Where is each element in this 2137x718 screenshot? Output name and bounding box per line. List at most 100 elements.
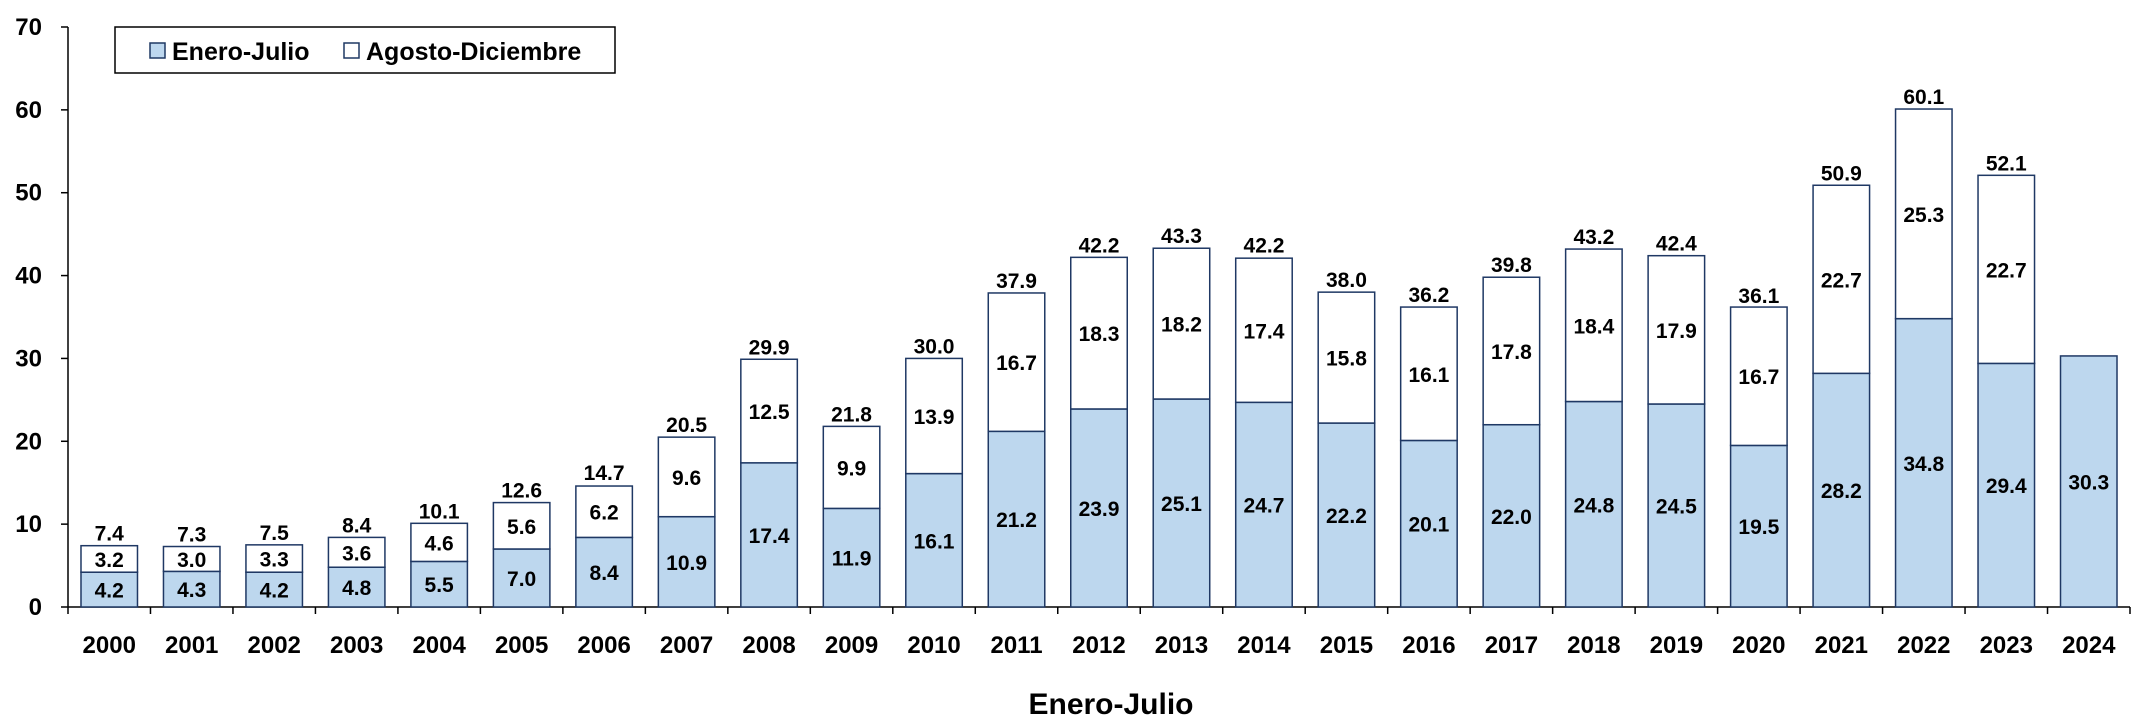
- total-label: 42.2: [1244, 234, 1285, 257]
- x-tick-label: 2018: [1567, 632, 1620, 659]
- y-tick-label: 50: [15, 180, 42, 207]
- total-label: 42.2: [1079, 234, 1120, 257]
- y-tick-label: 20: [15, 428, 42, 455]
- total-label: 36.1: [1738, 285, 1779, 308]
- x-tick-label: 2023: [1980, 632, 2033, 659]
- bar-agosto-diciembre: [162, 545, 221, 573]
- bar-enero-julio: [492, 548, 551, 608]
- bar-agosto-diciembre: [1234, 257, 1293, 404]
- bar-enero-julio: [2059, 355, 2118, 608]
- data-label-agosto-diciembre: 3.3: [260, 549, 289, 572]
- x-tick-label: 2003: [330, 632, 383, 659]
- data-label-enero-julio: 29.4: [1986, 475, 2027, 498]
- total-label: 36.2: [1408, 284, 1449, 307]
- bar-agosto-diciembre: [1729, 306, 1788, 447]
- data-label-agosto-diciembre: 16.1: [1408, 364, 1449, 387]
- total-label: 50.9: [1821, 162, 1862, 185]
- data-label-agosto-diciembre: 6.2: [590, 502, 619, 525]
- bar-agosto-diciembre: [1152, 247, 1211, 400]
- data-label-agosto-diciembre: 22.7: [1821, 269, 1862, 292]
- total-label: 7.3: [177, 524, 206, 547]
- total-label: 52.1: [1986, 152, 2027, 175]
- x-tick-label: 2011: [990, 632, 1042, 659]
- bar-agosto-diciembre: [1482, 276, 1541, 426]
- data-label-agosto-diciembre: 15.8: [1326, 348, 1367, 371]
- x-tick-label: 2010: [907, 632, 960, 659]
- data-label-enero-julio: 10.9: [666, 552, 707, 575]
- data-label-agosto-diciembre: 17.9: [1656, 320, 1697, 343]
- bar-agosto-diciembre: [1647, 254, 1706, 405]
- data-label-enero-julio: 4.2: [260, 580, 289, 603]
- data-label-enero-julio: 4.8: [342, 577, 372, 600]
- y-tick-label: 0: [29, 594, 42, 621]
- data-label-agosto-diciembre: 18.4: [1573, 315, 1614, 338]
- data-label-enero-julio: 11.9: [832, 548, 872, 571]
- bar-agosto-diciembre: [327, 536, 386, 568]
- total-label: 37.9: [996, 270, 1037, 293]
- x-tick-label: 2001: [165, 632, 218, 659]
- data-label-agosto-diciembre: 3.0: [177, 549, 206, 572]
- data-label-agosto-diciembre: 17.4: [1244, 320, 1285, 343]
- bar-enero-julio: [1812, 372, 1871, 608]
- data-label-enero-julio: 25.1: [1161, 493, 1202, 516]
- data-label-enero-julio: 20.1: [1408, 514, 1449, 537]
- data-label-agosto-diciembre: 25.3: [1903, 204, 1944, 227]
- y-tick-label: 70: [15, 14, 42, 41]
- total-label: 38.0: [1326, 269, 1367, 292]
- y-tick-label: 10: [15, 511, 42, 538]
- total-label: 43.2: [1573, 226, 1614, 249]
- data-label-enero-julio: 24.5: [1656, 496, 1697, 519]
- data-label-agosto-diciembre: 16.7: [1738, 366, 1779, 389]
- bar-agosto-diciembre: [575, 485, 634, 539]
- bar-enero-julio: [327, 566, 386, 608]
- data-label-enero-julio: 22.2: [1326, 505, 1367, 528]
- data-label-agosto-diciembre: 16.7: [996, 352, 1037, 375]
- data-label-enero-julio: 17.4: [749, 525, 790, 548]
- total-label: 8.4: [342, 514, 372, 537]
- data-label-agosto-diciembre: 18.3: [1079, 323, 1120, 346]
- bar-agosto-diciembre: [1070, 256, 1128, 410]
- bar-enero-julio: [245, 571, 304, 608]
- x-tick-label: 2009: [825, 632, 878, 659]
- bar-agosto-diciembre: [1812, 184, 1871, 375]
- y-tick-label: 30: [15, 345, 42, 372]
- bar-agosto-diciembre: [410, 522, 469, 563]
- data-label-enero-julio: 4.3: [177, 579, 206, 602]
- total-label: 14.7: [584, 462, 625, 485]
- x-tick-label: 2017: [1485, 632, 1538, 659]
- total-label: 30.0: [914, 335, 955, 358]
- data-label-agosto-diciembre: 13.9: [914, 406, 955, 429]
- x-tick-label: 2020: [1732, 632, 1785, 659]
- x-tick-label: 2006: [577, 632, 630, 659]
- bar-agosto-diciembre: [492, 501, 551, 550]
- data-label-enero-julio: 7.0: [507, 568, 536, 591]
- legend-label-agosto-diciembre: Agosto-Diciembre: [366, 38, 581, 66]
- data-label-enero-julio: 4.2: [95, 580, 124, 603]
- legend-frame: [114, 26, 616, 74]
- bar-enero-julio: [1234, 401, 1293, 608]
- bar-agosto-diciembre: [740, 358, 799, 464]
- data-label-agosto-diciembre: 18.2: [1161, 314, 1202, 337]
- data-label-enero-julio: 24.8: [1573, 494, 1614, 517]
- bar-enero-julio: [905, 472, 964, 608]
- data-label-agosto-diciembre: 17.8: [1491, 341, 1532, 364]
- total-label: 29.9: [749, 336, 790, 359]
- legend-label-enero-julio: Enero-Julio: [172, 38, 310, 66]
- total-label: 7.4: [95, 523, 125, 546]
- total-label: 60.1: [1903, 86, 1944, 109]
- total-label: 20.5: [666, 414, 707, 437]
- bar-enero-julio: [80, 571, 139, 608]
- x-tick-label: 2012: [1072, 632, 1125, 659]
- bar-agosto-diciembre: [657, 436, 716, 518]
- data-label-enero-julio: 28.2: [1821, 480, 1862, 503]
- bar-enero-julio: [987, 430, 1046, 608]
- data-label-agosto-diciembre: 12.5: [749, 401, 790, 424]
- x-tick-label: 2014: [1237, 632, 1291, 659]
- bar-enero-julio: [1564, 400, 1623, 608]
- data-label-enero-julio: 16.1: [914, 530, 955, 553]
- x-tick-label: 2002: [248, 632, 301, 659]
- bar-agosto-diciembre: [80, 544, 139, 573]
- bars: [80, 108, 2118, 608]
- x-tick-label: 2005: [495, 632, 548, 659]
